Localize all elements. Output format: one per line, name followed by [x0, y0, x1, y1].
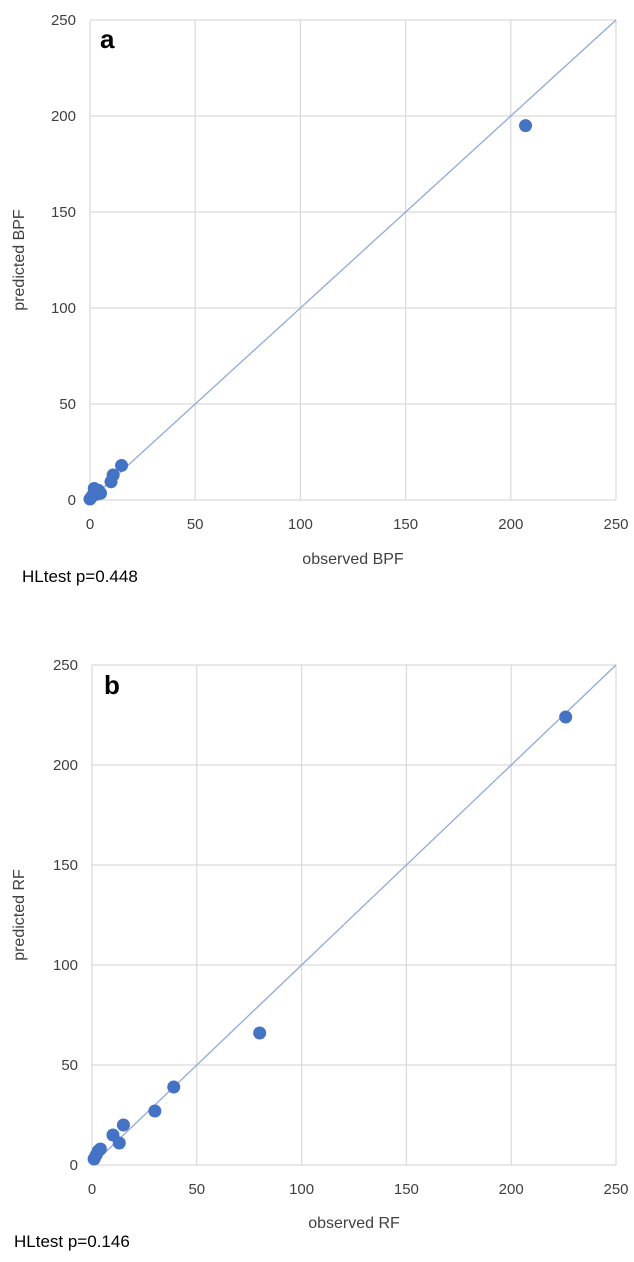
x-tick-label: 200: [499, 1181, 524, 1198]
y-tick-label: 0: [70, 1157, 78, 1174]
x-tick-label: 0: [86, 516, 94, 533]
data-point: [559, 710, 573, 724]
y-tick-label: 50: [59, 396, 76, 413]
data-point: [93, 1142, 107, 1156]
y-axis-label: predicted BPF: [11, 209, 28, 311]
data-point: [112, 1136, 126, 1150]
scatter-panel-b: 0 50 100 150 200 250 0 50 100 150 200 250 observed R…: [11, 657, 629, 1232]
x-tick-label: 100: [288, 516, 313, 533]
y-tick-label: 50: [61, 1057, 78, 1074]
y-tick-label: 100: [51, 300, 76, 317]
data-point: [519, 119, 533, 133]
data-point: [106, 468, 120, 482]
x-axis-label: observed RF: [308, 1215, 400, 1232]
y-tick-label: 150: [51, 204, 76, 221]
data-point: [167, 1080, 181, 1094]
x-tick-label: 50: [187, 516, 204, 533]
y-tick-label: 0: [68, 492, 76, 509]
x-tick-label: 150: [394, 1181, 419, 1198]
y-axis-label: predicted RF: [11, 869, 28, 961]
x-axis-label: observed BPF: [302, 551, 404, 568]
data-point: [253, 1026, 267, 1040]
x-tick-label: 0: [88, 1181, 96, 1198]
data-point: [116, 1118, 130, 1132]
data-point: [115, 458, 129, 472]
data-point: [94, 486, 108, 500]
y-tick-label: 250: [51, 12, 76, 29]
y-tick-label: 100: [53, 957, 78, 974]
y-tick-label: 200: [53, 757, 78, 774]
reference-line: [89, 19, 617, 501]
x-tick-label: 250: [603, 516, 628, 533]
hltest-annotation-a: HLtest p=0.448: [22, 567, 138, 586]
x-tick-label: 200: [498, 516, 523, 533]
x-tick-label: 50: [188, 1181, 205, 1198]
x-tick-label: 100: [289, 1181, 314, 1198]
panel-label: a: [100, 24, 115, 54]
scatter-panel-a: 0 50 100 150 200 250 0 50 100 150 200 250 observed B…: [11, 12, 629, 568]
hltest-annotation-b: HLtest p=0.146: [14, 1232, 130, 1251]
panel-label: b: [104, 670, 120, 700]
reference-line: [91, 664, 617, 1166]
y-tick-label: 250: [53, 657, 78, 674]
x-tick-label: 150: [393, 516, 418, 533]
data-point: [148, 1104, 162, 1118]
x-tick-label: 250: [603, 1181, 628, 1198]
y-tick-label: 200: [51, 108, 76, 125]
y-tick-label: 150: [53, 857, 78, 874]
